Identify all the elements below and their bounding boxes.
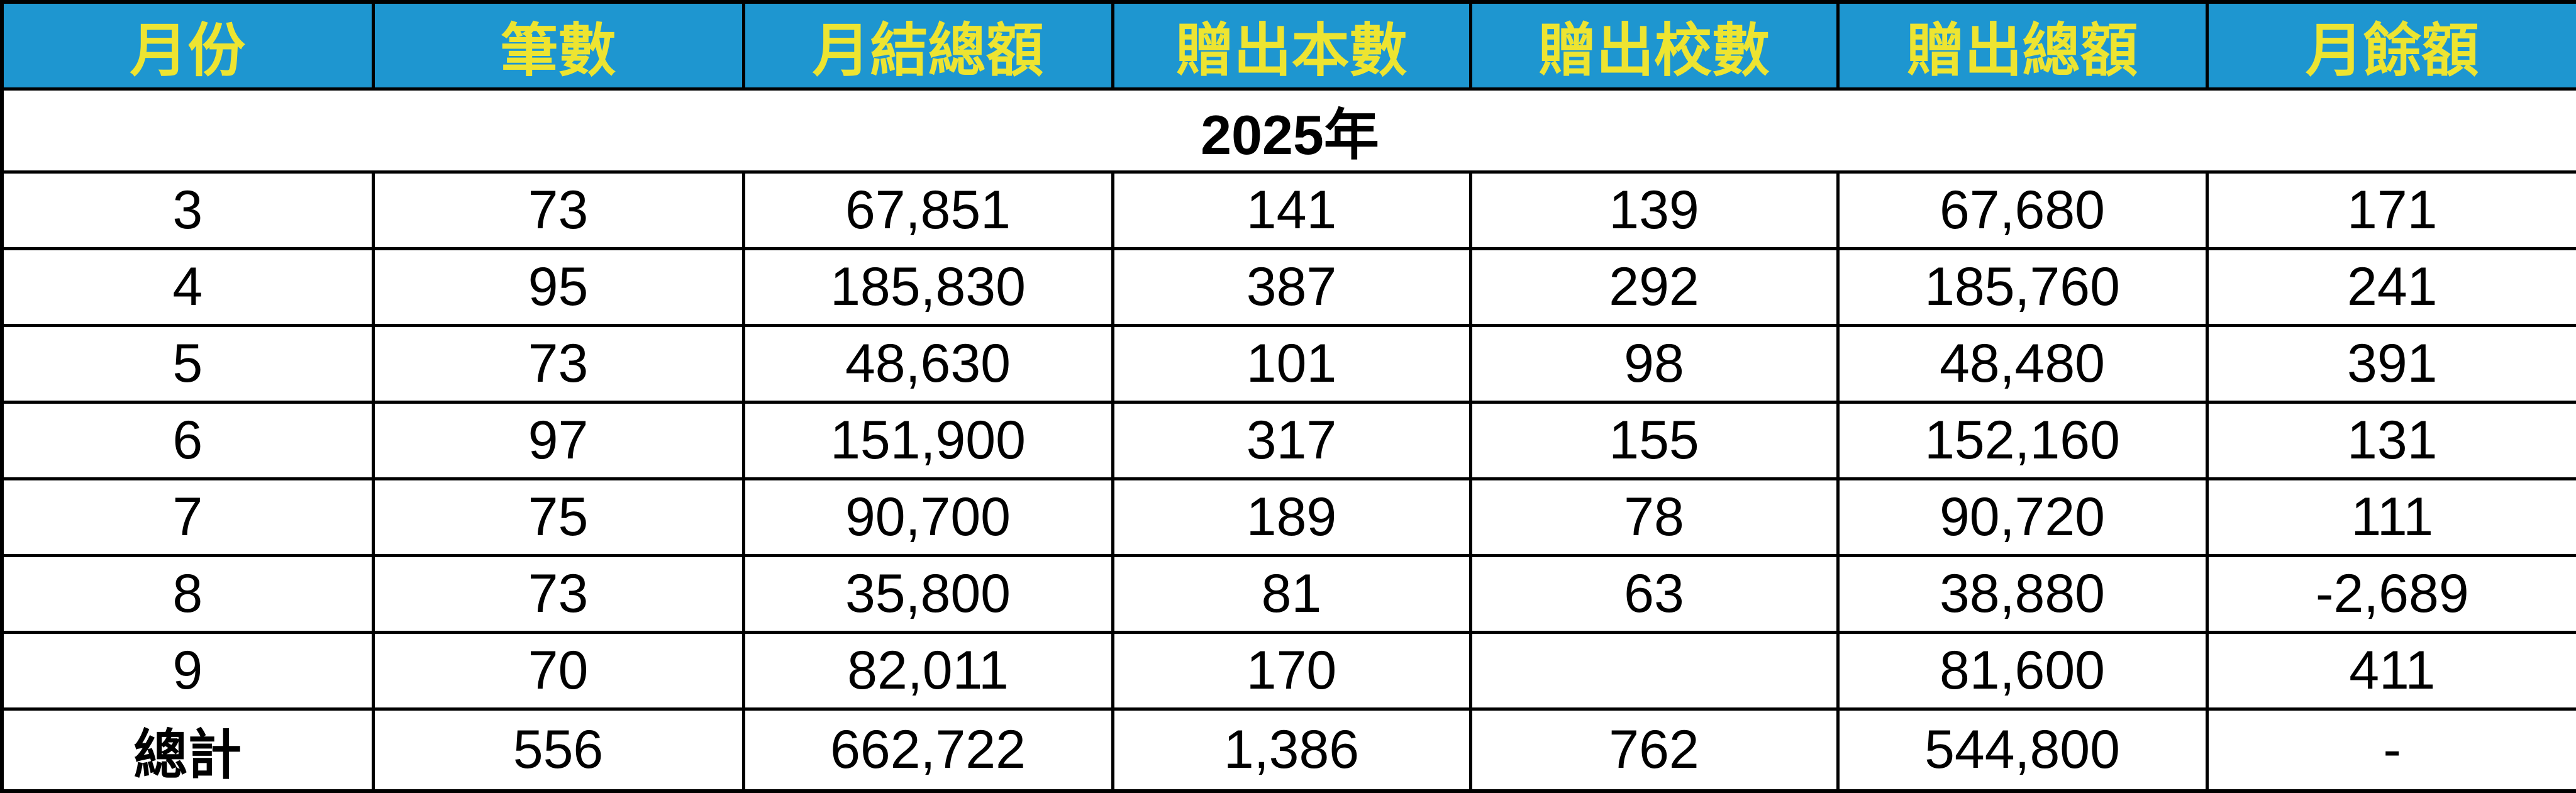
cell-books-given: 189 [1111,477,1472,557]
total-books-given: 1,386 [1111,707,1472,793]
cell-month: 7 [0,477,375,557]
cell-books-given: 81 [1111,554,1472,634]
total-row: 總計 556 662,722 1,386 762 544,800 - [0,707,2576,793]
cell-schools-given: 292 [1468,247,1840,327]
header-month: 月份 [0,0,375,91]
cell-given-total: 185,760 [1836,247,2209,327]
cell-monthly-total: 90,700 [741,477,1114,557]
total-given-total: 544,800 [1836,707,2209,793]
header-schools-given: 贈出校數 [1468,0,1840,91]
cell-entry-count: 73 [371,554,745,634]
cell-given-total: 38,880 [1836,554,2209,634]
cell-month: 5 [0,324,375,404]
cell-month: 6 [0,401,375,480]
cell-month: 4 [0,247,375,327]
table-row-month-5: 5 73 48,630 101 98 48,480 391 [0,324,2576,404]
year-row: 2025年 [0,87,2576,174]
total-entry-count: 556 [371,707,745,793]
table-row-month-8: 8 73 35,800 81 63 38,880 -2,689 [0,554,2576,634]
cell-entry-count: 97 [371,401,745,480]
cell-given-total: 81,600 [1836,631,2209,711]
table-row-month-6: 6 97 151,900 317 155 152,160 131 [0,401,2576,480]
cell-monthly-balance: -2,689 [2205,554,2576,634]
cell-books-given: 101 [1111,324,1472,404]
cell-monthly-total: 82,011 [741,631,1114,711]
cell-given-total: 67,680 [1836,170,2209,250]
total-label: 總計 [0,707,375,793]
cell-given-total: 90,720 [1836,477,2209,557]
cell-monthly-balance: 171 [2205,170,2576,250]
cell-entry-count: 73 [371,170,745,250]
cell-given-total: 48,480 [1836,324,2209,404]
table-row-month-9: 9 70 82,011 170 81,600 411 [0,631,2576,711]
year-cell: 2025年 [0,87,2576,174]
cell-month: 3 [0,170,375,250]
total-monthly-balance: - [2205,707,2576,793]
cell-monthly-balance: 241 [2205,247,2576,327]
cell-schools-given: 139 [1468,170,1840,250]
cell-month: 9 [0,631,375,711]
cell-monthly-total: 151,900 [741,401,1114,480]
cell-month: 8 [0,554,375,634]
header-monthly-balance: 月餘額 [2205,0,2576,91]
cell-monthly-total: 67,851 [741,170,1114,250]
table-row-month-3: 3 73 67,851 141 139 67,680 171 [0,170,2576,250]
header-given-total: 贈出總額 [1836,0,2209,91]
cell-monthly-balance: 411 [2205,631,2576,711]
cell-books-given: 317 [1111,401,1472,480]
cell-entry-count: 95 [371,247,745,327]
cell-entry-count: 73 [371,324,745,404]
cell-schools-given: 78 [1468,477,1840,557]
cell-monthly-total: 185,830 [741,247,1114,327]
cell-given-total: 152,160 [1836,401,2209,480]
cell-schools-given: 63 [1468,554,1840,634]
cell-monthly-total: 35,800 [741,554,1114,634]
cell-entry-count: 70 [371,631,745,711]
cell-books-given: 387 [1111,247,1472,327]
total-monthly-total: 662,722 [741,707,1114,793]
header-row: 月份 筆數 月結總額 贈出本數 贈出校數 贈出總額 月餘額 [0,0,2576,91]
header-monthly-total: 月結總額 [741,0,1114,91]
cell-schools-given [1468,631,1840,711]
cell-books-given: 141 [1111,170,1472,250]
cell-monthly-balance: 111 [2205,477,2576,557]
cell-schools-given: 98 [1468,324,1840,404]
cell-monthly-balance: 391 [2205,324,2576,404]
cell-monthly-total: 48,630 [741,324,1114,404]
table-row-month-7: 7 75 90,700 189 78 90,720 111 [0,477,2576,557]
total-schools-given: 762 [1468,707,1840,793]
cell-monthly-balance: 131 [2205,401,2576,480]
header-entry-count: 筆數 [371,0,745,91]
cell-schools-given: 155 [1468,401,1840,480]
cell-books-given: 170 [1111,631,1472,711]
cell-entry-count: 75 [371,477,745,557]
table-row-month-4: 4 95 185,830 387 292 185,760 241 [0,247,2576,327]
header-books-given: 贈出本數 [1111,0,1472,91]
